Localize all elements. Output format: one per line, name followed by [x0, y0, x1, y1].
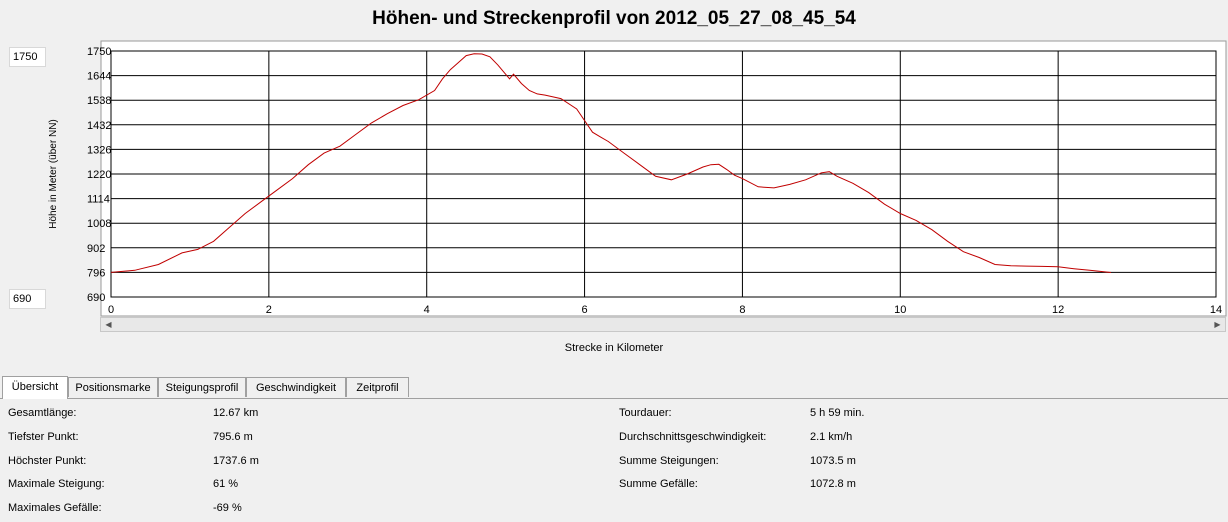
- stat-label: Summe Steigungen:: [619, 455, 719, 467]
- stat-value: -69 %: [213, 502, 242, 514]
- x-tick-label: 2: [266, 304, 272, 316]
- y-tick-label: 1538: [87, 95, 111, 107]
- tab-positionsmarke[interactable]: Positionsmarke: [68, 377, 158, 397]
- elevation-chart: 1750164415381432132612201114100890279669…: [48, 40, 1227, 317]
- stat-value: 12.67 km: [213, 407, 259, 419]
- scroll-right-icon[interactable]: ▶: [1214, 320, 1221, 329]
- stat-label: Gesamtlänge:: [8, 407, 77, 419]
- x-tick-label: 6: [582, 304, 588, 316]
- tab-uebersicht[interactable]: Übersicht: [2, 376, 68, 399]
- x-tick-label: 4: [424, 304, 430, 316]
- stat-value: 2.1 km/h: [810, 431, 853, 443]
- y-tick-label: 1644: [87, 71, 111, 83]
- horizontal-scrollbar[interactable]: ◀ ▶: [100, 317, 1226, 332]
- stat-label: Summe Gefälle:: [619, 478, 698, 490]
- scroll-left-icon[interactable]: ◀: [105, 320, 112, 329]
- y-tick-label: 1432: [87, 120, 111, 132]
- stat-value: 5 h 59 min.: [810, 407, 865, 419]
- stat-value: 1073.5 m: [810, 455, 856, 467]
- y-axis-label: Höhe in Meter (über NN): [48, 119, 59, 228]
- y-tick-label: 1008: [87, 218, 111, 230]
- y-tick-label: 796: [87, 267, 105, 279]
- stat-label: Maximales Gefälle:: [8, 502, 102, 514]
- min-height-field[interactable]: 690: [9, 289, 46, 309]
- x-tick-label: 10: [894, 304, 906, 316]
- stat-label: Durchschnittsgeschwindigkeit:: [619, 431, 767, 443]
- stat-label: Höchster Punkt:: [8, 455, 87, 467]
- max-height-field[interactable]: 1750: [9, 47, 46, 67]
- tab-divider: [0, 398, 1228, 399]
- stat-value: 61 %: [213, 478, 239, 490]
- y-tick-label: 1220: [87, 169, 111, 181]
- y-tick-label: 1114: [87, 194, 110, 206]
- chart-title: Höhen- und Streckenprofil von 2012_05_27…: [372, 8, 856, 29]
- tab-bar: Übersicht Positionsmarke Steigungsprofil…: [0, 376, 1228, 399]
- tab-zeitprofil[interactable]: Zeitprofil: [346, 377, 409, 397]
- y-tick-label: 902: [87, 243, 105, 255]
- stat-label: Tiefster Punkt:: [8, 431, 79, 443]
- x-axis-label: Strecke in Kilometer: [564, 342, 664, 354]
- stat-value: 1072.8 m: [810, 478, 856, 490]
- stat-label: Maximale Steigung:: [8, 478, 105, 490]
- x-tick-label: 8: [739, 304, 745, 316]
- y-tick-label: 690: [87, 292, 105, 304]
- x-tick-label: 12: [1052, 304, 1064, 316]
- stat-value: 795.6 m: [213, 431, 253, 443]
- stat-label: Tourdauer:: [619, 407, 672, 419]
- y-tick-label: 1750: [87, 46, 111, 58]
- tab-steigungsprofil[interactable]: Steigungsprofil: [158, 377, 246, 397]
- x-tick-label: 14: [1210, 304, 1222, 316]
- x-tick-label: 0: [108, 304, 114, 316]
- stat-value: 1737.6 m: [213, 455, 259, 467]
- elevation-line: [110, 53, 1112, 273]
- y-tick-label: 1326: [87, 144, 111, 156]
- tab-geschwindigkeit[interactable]: Geschwindigkeit: [246, 377, 346, 397]
